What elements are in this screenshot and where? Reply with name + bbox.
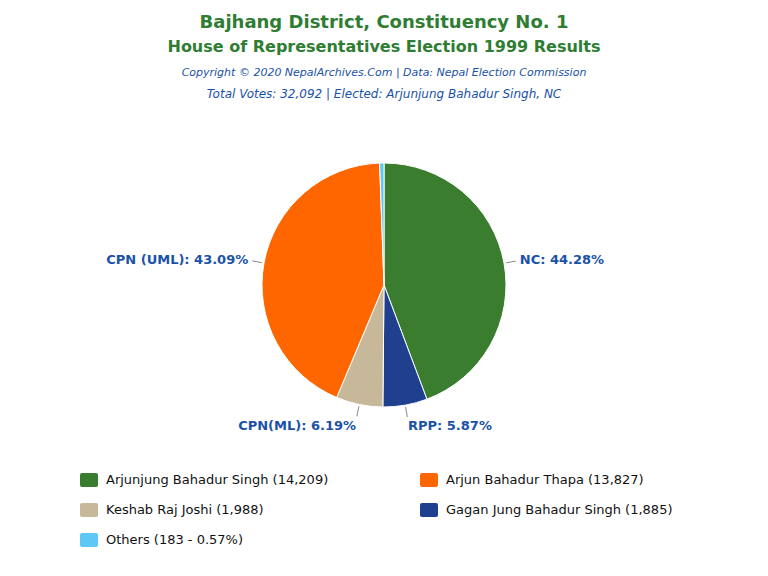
- legend-swatch: [80, 473, 98, 487]
- legend-swatch: [420, 473, 438, 487]
- label-leader: [252, 261, 262, 263]
- label-leader: [357, 406, 359, 416]
- legend-swatch: [80, 533, 98, 547]
- pie-slice: [262, 163, 384, 397]
- data-label: NC: 44.28%: [520, 252, 604, 267]
- data-labels: NC: 44.28% RPP: 5.87% CPN(ML): 6.19% CPN (U…: [106, 252, 604, 434]
- legend-entry: Keshab Raj Joshi (1,988): [106, 502, 264, 517]
- pie: [262, 163, 506, 407]
- data-label: RPP: 5.87%: [408, 418, 492, 433]
- title: Bajhang District, Constituency No. 1: [200, 11, 569, 32]
- legend-entry: Arjun Bahadur Thapa (13,827): [446, 472, 644, 487]
- data-label: CPN(ML): 6.19%: [238, 418, 356, 433]
- legend-entry: Gagan Jung Bahadur Singh (1,885): [446, 502, 672, 517]
- label-leader: [506, 261, 516, 263]
- data-label: CPN (UML): 43.09%: [106, 252, 248, 267]
- legend-swatch: [420, 503, 438, 517]
- legend-entry: Others (183 - 0.57%): [106, 532, 243, 547]
- legend-entry: Arjunjung Bahadur Singh (14,209): [106, 472, 328, 487]
- annotation: Copyright © 2020 NepalArchives.Com | Dat…: [182, 66, 587, 79]
- pie-slice: [380, 163, 384, 285]
- pie-slice: [383, 285, 427, 407]
- legend: Arjunjung Bahadur Singh (14,209) Arjun Ba…: [80, 472, 672, 548]
- label-leader: [406, 407, 408, 417]
- chart: Bajhang District, Constituency No. 1 Hous…: [0, 0, 768, 576]
- legend-swatch: [80, 503, 98, 517]
- subtitle: House of Representatives Election 1999 R…: [167, 37, 600, 56]
- annotation: Total Votes: 32,092 | Elected: Arjunjung…: [207, 87, 562, 101]
